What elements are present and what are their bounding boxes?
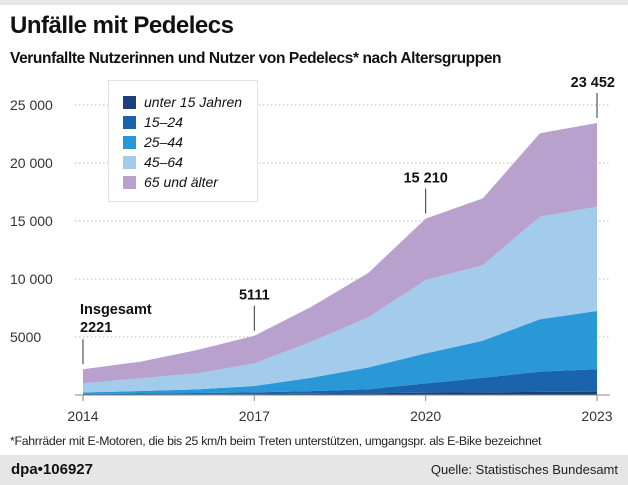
annotation-label: Insgesamt xyxy=(80,302,152,318)
dpa-id: dpa•106927 xyxy=(11,461,93,478)
legend-swatch xyxy=(123,95,136,109)
y-tick-label: 5000 xyxy=(10,329,41,345)
x-tick-label: 2014 xyxy=(67,408,98,424)
x-tick-label: 2023 xyxy=(581,408,612,424)
annotation-value: 15 210 xyxy=(403,171,447,187)
legend-label: 15–24 xyxy=(144,114,183,130)
x-tick-label: 2017 xyxy=(239,408,270,424)
legend-swatch xyxy=(123,155,136,169)
footer: dpa•106927 Quelle: Statistisches Bundesa… xyxy=(0,455,628,485)
x-tick-label: 2020 xyxy=(410,408,441,424)
area-65-und-älter xyxy=(83,122,597,384)
legend-item: 15–24 xyxy=(123,112,257,132)
chart-title: Unfälle mit Pedelecs xyxy=(10,12,234,39)
footnote: *Fahrräder mit E-Motoren, die bis 25 km/… xyxy=(10,434,542,448)
y-tick-label: 20 000 xyxy=(10,155,53,171)
annotation-value: 5111 xyxy=(239,288,270,304)
legend: unter 15 Jahren 15–24 25–44 45–64 65 und… xyxy=(108,80,258,202)
legend-swatch xyxy=(123,135,136,149)
annotation-value: 2221 xyxy=(80,320,112,336)
legend-item: 25–44 xyxy=(123,132,257,152)
legend-swatch xyxy=(123,175,136,189)
area-unter-15-Jahren xyxy=(83,391,597,395)
legend-item: 65 und älter xyxy=(123,172,257,192)
legend-item: unter 15 Jahren xyxy=(123,92,257,112)
legend-label: 25–44 xyxy=(144,134,183,150)
legend-item: 45–64 xyxy=(123,152,257,172)
y-tick-label: 25 000 xyxy=(10,97,53,113)
annotation-value: 23 452 xyxy=(571,75,615,91)
chart-subtitle: Verunfallte Nutzerinnen und Nutzer von P… xyxy=(10,50,502,67)
y-tick-label: 10 000 xyxy=(10,271,53,287)
legend-swatch xyxy=(123,115,136,129)
area-45–64 xyxy=(83,206,597,393)
stacked-area-chart: 5000 10 000 15 000 20 000 25 000 2014 2017 2020… xyxy=(10,75,615,424)
y-tick-label: 15 000 xyxy=(10,213,53,229)
legend-label: 45–64 xyxy=(144,154,183,170)
legend-label: 65 und älter xyxy=(144,174,218,190)
area-15–24 xyxy=(83,369,597,395)
area-25–44 xyxy=(83,311,597,394)
legend-label: unter 15 Jahren xyxy=(144,94,243,110)
source: Quelle: Statistisches Bundesamt xyxy=(430,462,618,477)
top-bar xyxy=(0,0,628,5)
